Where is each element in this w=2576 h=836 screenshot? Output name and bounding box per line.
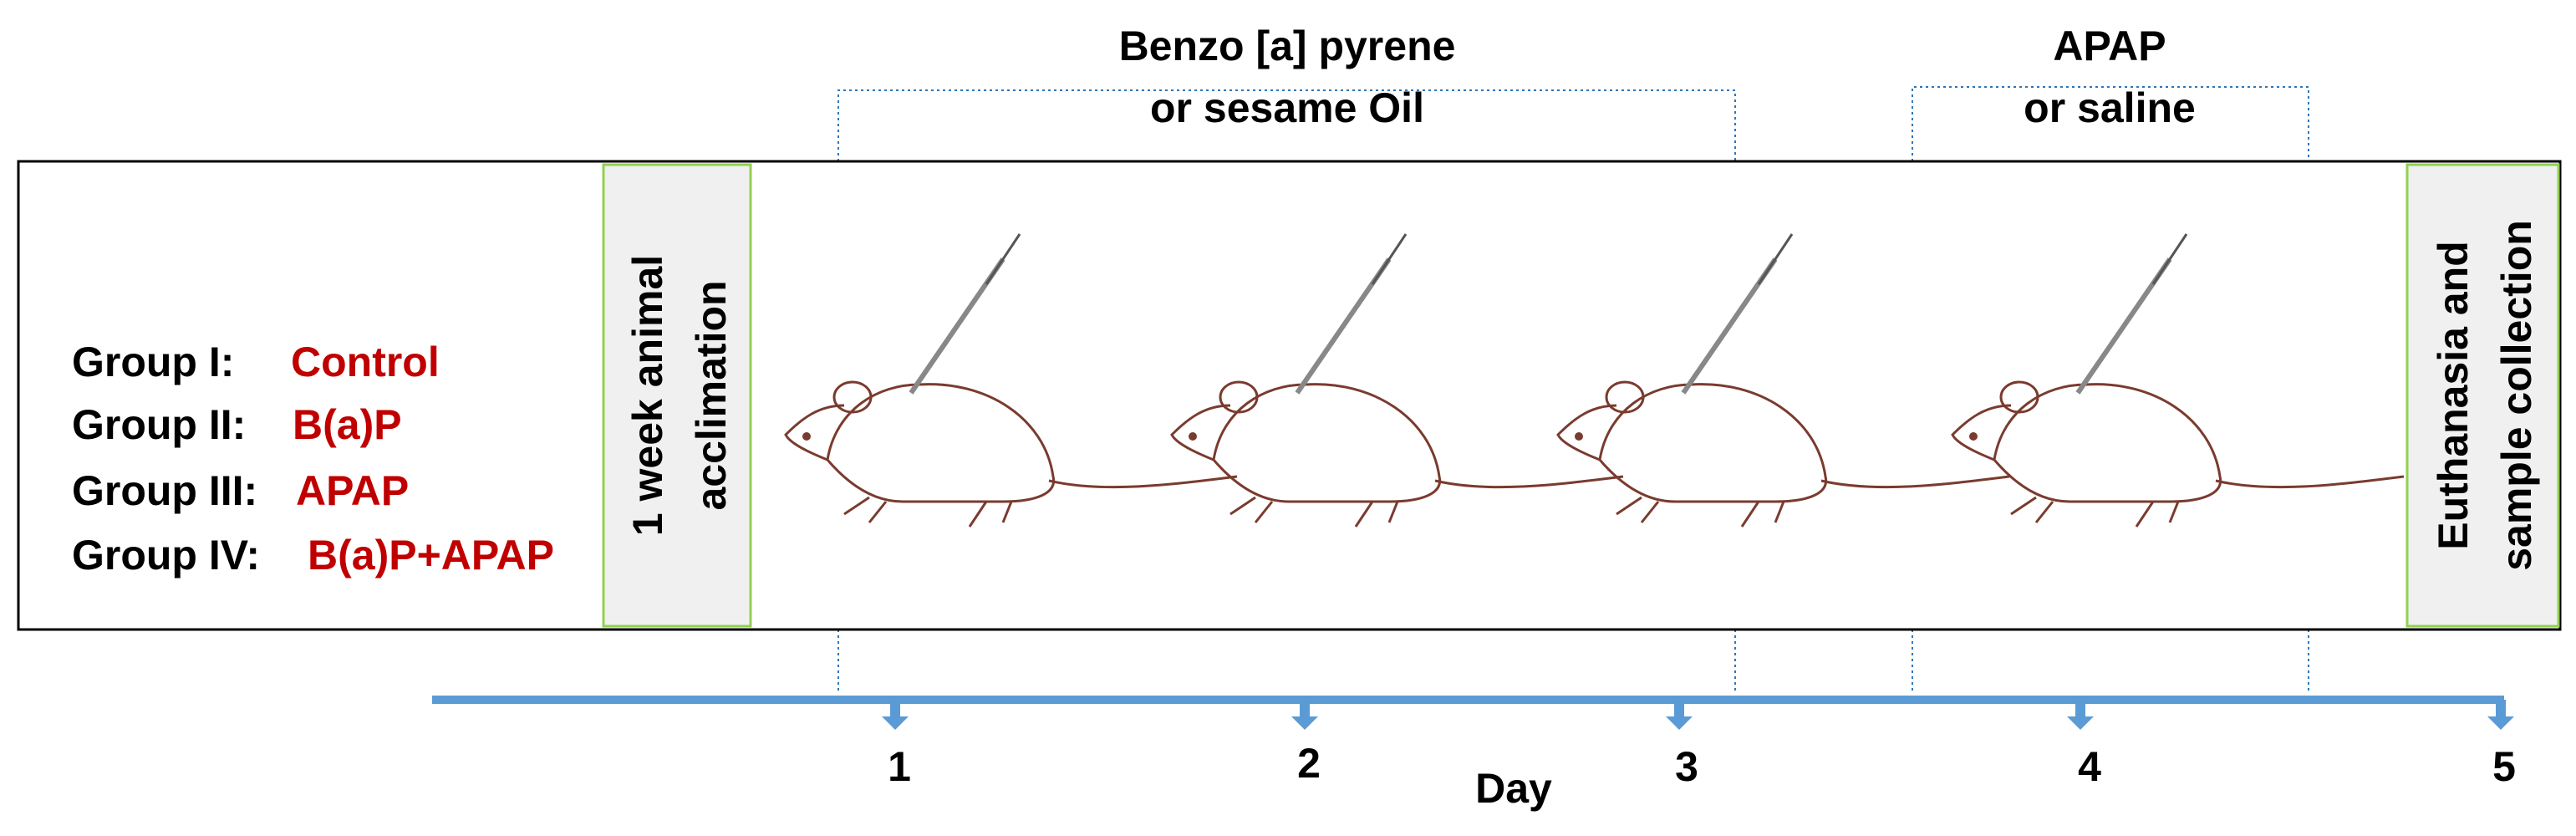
day-label: 2: [1297, 740, 1321, 787]
euthanasia-box: [2405, 163, 2560, 628]
group-treatment: B(a)P: [293, 401, 402, 448]
group-treatment: Control: [291, 339, 440, 385]
apap-bracket: [1912, 86, 2309, 691]
bap-label: or sesame Oil: [1150, 84, 1424, 131]
group-label: Group II:: [72, 401, 246, 448]
day-label: 3: [1675, 743, 1698, 790]
group-label: Group IV:: [72, 532, 260, 579]
euthanasia-label: sample collection: [2493, 220, 2540, 571]
group-label: Group I:: [72, 339, 234, 385]
frame: [17, 160, 2562, 631]
bap-label: Benzo [a] pyrene: [1119, 23, 1456, 69]
axis-label: Day: [1475, 765, 1552, 812]
group-treatment: APAP: [296, 467, 409, 514]
day-label: 4: [2078, 743, 2101, 790]
acclimation-box: [602, 163, 752, 628]
bap-bracket: [837, 89, 1736, 691]
day-label: 1: [888, 743, 911, 790]
acclimation-label: 1 week animal: [624, 255, 671, 536]
apap-label: APAP: [2053, 23, 2166, 69]
day-arrows: [882, 700, 2514, 730]
apap-label: or saline: [2024, 84, 2196, 131]
group-label: Group III:: [72, 467, 257, 514]
acclimation-label: acclimation: [688, 280, 735, 510]
group-treatment: B(a)P+APAP: [308, 532, 554, 579]
euthanasia-label: Euthanasia and: [2430, 241, 2477, 550]
day-label: 5: [2492, 743, 2516, 790]
